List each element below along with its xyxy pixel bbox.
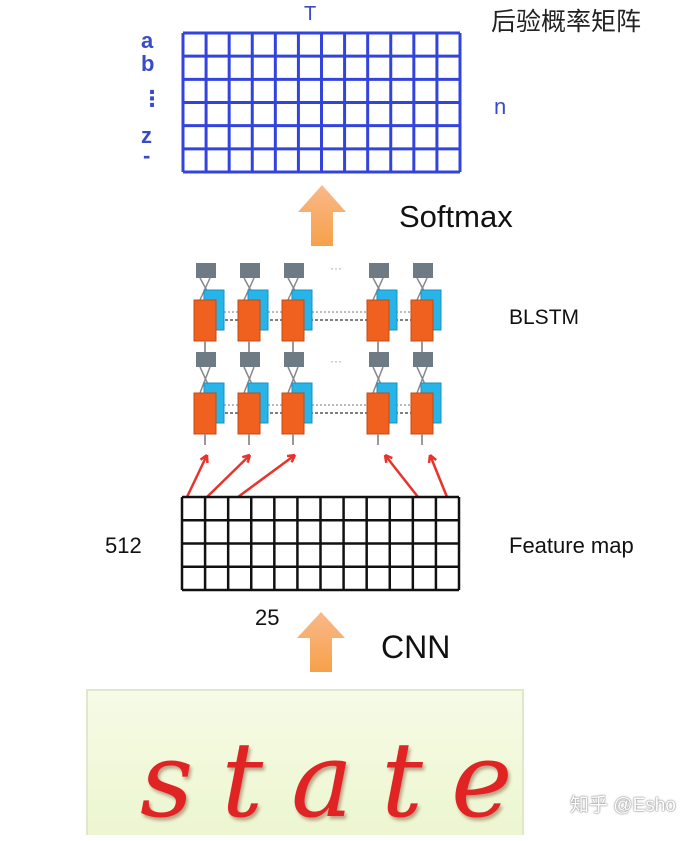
- output-link: [243, 277, 255, 301]
- feature-width-label: 25: [255, 605, 280, 630]
- forward-lstm-cell: [410, 299, 434, 342]
- output-node: [369, 263, 389, 278]
- forward-lstm-cell: [281, 392, 305, 435]
- forward-lstm-cell: [410, 392, 434, 435]
- forward-lstm-cell: [366, 392, 390, 435]
- blstm-ellipsis-middle: ···: [330, 354, 342, 368]
- connection-arrow: [384, 454, 419, 498]
- output-link: [199, 366, 211, 394]
- matrix-title: 后验概率矩阵: [491, 8, 642, 36]
- output-node: [284, 263, 304, 278]
- softmax-label: Softmax: [399, 199, 513, 234]
- output-node: [413, 263, 433, 278]
- connection-arrow: [185, 454, 209, 498]
- output-link: [416, 366, 428, 394]
- output-node: [413, 352, 433, 367]
- feature-map-label: Feature map: [509, 533, 634, 558]
- output-node: [196, 352, 216, 367]
- forward-lstm-cell: [193, 299, 217, 342]
- blstm-ellipsis-top: ···: [330, 261, 342, 275]
- row-label-z: z: [141, 123, 152, 148]
- output-node: [240, 263, 260, 278]
- row-label-ellipsis: ⋮: [141, 86, 163, 111]
- output-node: [196, 263, 216, 278]
- watermark: 知乎 @Esho: [570, 795, 676, 816]
- connection-arrow: [206, 454, 251, 498]
- output-node: [284, 352, 304, 367]
- cnn-label: CNN: [381, 629, 451, 665]
- posterior-probability-matrix: [181, 31, 462, 174]
- blstm-network: [193, 263, 442, 445]
- output-link: [287, 366, 299, 394]
- arrowhead-icon: [427, 454, 437, 464]
- row-label-blank: -: [143, 143, 151, 168]
- forward-lstm-cell: [281, 299, 305, 342]
- output-link: [243, 366, 255, 394]
- blstm-label: BLSTM: [509, 306, 580, 329]
- row-label-a: a: [141, 28, 154, 53]
- input-image-box: [86, 689, 524, 835]
- output-node: [369, 352, 389, 367]
- connection-arrow: [428, 454, 449, 498]
- output-link: [199, 277, 211, 301]
- forward-lstm-cell: [237, 392, 261, 435]
- forward-lstm-cell: [366, 299, 390, 342]
- feature-height-label: 512: [105, 533, 142, 558]
- matrix-size-label: n: [494, 94, 507, 119]
- arrowhead-icon: [286, 453, 297, 463]
- output-link: [287, 277, 299, 301]
- output-link: [372, 366, 384, 394]
- arrowhead-icon: [199, 453, 209, 464]
- output-node: [240, 352, 260, 367]
- feature-to-lstm-connections: [185, 453, 449, 499]
- arrowhead-icon: [241, 453, 252, 464]
- output-link: [416, 277, 428, 301]
- softmax-arrow-icon: [298, 185, 346, 246]
- feature-map-grid: [180, 495, 461, 592]
- connection-arrow: [237, 453, 296, 499]
- output-link: [372, 277, 384, 301]
- row-label-b: b: [141, 51, 155, 76]
- arrowhead-icon: [383, 453, 393, 464]
- cnn-arrow-icon: [297, 612, 345, 672]
- time-axis-label: T: [304, 3, 317, 25]
- forward-lstm-cell: [193, 392, 217, 435]
- input-image-text: state: [140, 719, 541, 841]
- forward-lstm-cell: [237, 299, 261, 342]
